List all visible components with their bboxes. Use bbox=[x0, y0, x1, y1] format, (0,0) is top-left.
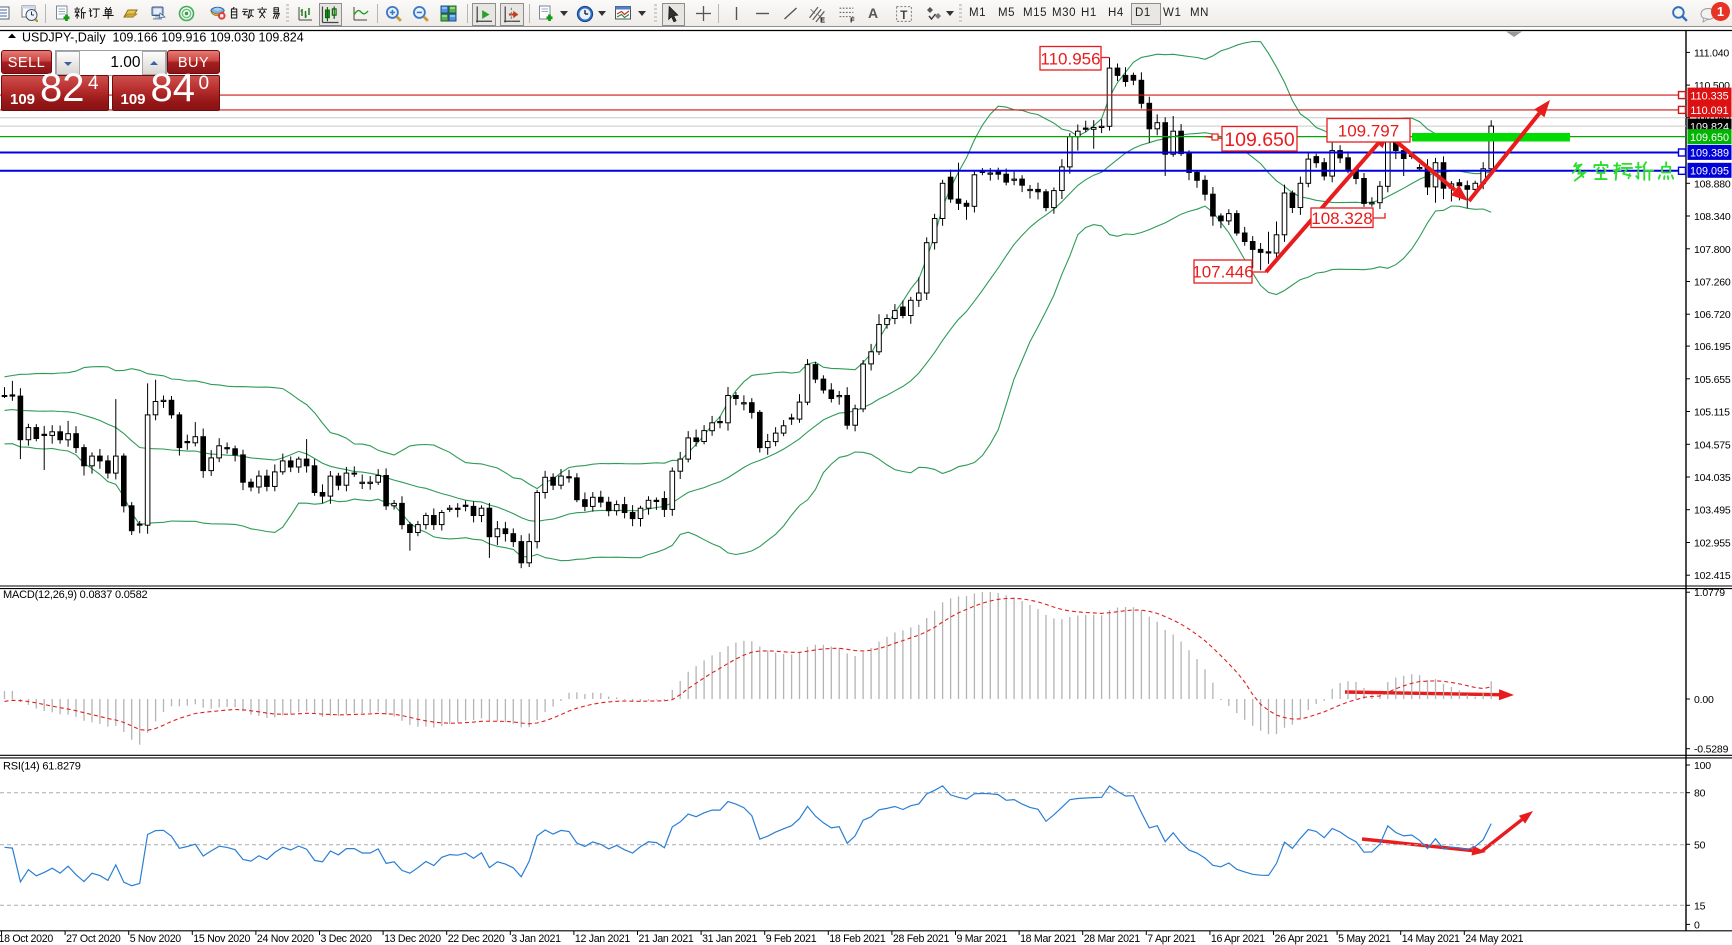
svg-text:106.195: 106.195 bbox=[1694, 341, 1731, 353]
svg-text:108.328: 108.328 bbox=[1311, 209, 1372, 228]
svg-text:27 Oct 2020: 27 Oct 2020 bbox=[66, 933, 121, 945]
svg-text:1.0779: 1.0779 bbox=[1694, 587, 1725, 599]
svg-text:110.091: 110.091 bbox=[1690, 105, 1728, 117]
svg-text:100: 100 bbox=[1694, 760, 1711, 772]
svg-text:103.495: 103.495 bbox=[1694, 505, 1731, 517]
svg-text:18 Mar 2021: 18 Mar 2021 bbox=[1020, 933, 1077, 945]
svg-text:102.955: 102.955 bbox=[1694, 538, 1731, 550]
svg-text:109.650: 109.650 bbox=[1224, 129, 1295, 151]
svg-text:9 Feb 2021: 9 Feb 2021 bbox=[766, 933, 817, 945]
svg-text:24 May 2021: 24 May 2021 bbox=[1465, 933, 1523, 945]
svg-text:108.880: 108.880 bbox=[1694, 178, 1731, 190]
svg-text:105.115: 105.115 bbox=[1694, 407, 1730, 419]
svg-text:31 Jan 2021: 31 Jan 2021 bbox=[702, 933, 757, 945]
svg-text:12 Jan 2021: 12 Jan 2021 bbox=[575, 933, 630, 945]
svg-text:107.260: 107.260 bbox=[1694, 277, 1731, 289]
svg-text:28 Feb 2021: 28 Feb 2021 bbox=[893, 933, 950, 945]
svg-text:106.720: 106.720 bbox=[1694, 309, 1731, 321]
svg-text:0: 0 bbox=[1694, 919, 1700, 931]
svg-text:3 Jan 2021: 3 Jan 2021 bbox=[511, 933, 561, 945]
svg-text:E: E bbox=[820, 15, 825, 23]
svg-text:18 Oct 2020: 18 Oct 2020 bbox=[0, 933, 53, 945]
svg-text:3 Dec 2020: 3 Dec 2020 bbox=[321, 933, 373, 945]
svg-text:16 Apr 2021: 16 Apr 2021 bbox=[1211, 933, 1265, 945]
svg-text:RSI(14) 61.8279: RSI(14) 61.8279 bbox=[3, 761, 81, 773]
svg-text:18 Feb 2021: 18 Feb 2021 bbox=[829, 933, 886, 945]
svg-text:15: 15 bbox=[1694, 900, 1706, 912]
svg-text:26 Apr 2021: 26 Apr 2021 bbox=[1275, 933, 1329, 945]
svg-text:104.035: 104.035 bbox=[1694, 472, 1731, 484]
svg-text:80: 80 bbox=[1694, 788, 1706, 800]
svg-text:USDJPY-,Daily 109.166 109.916: USDJPY-,Daily 109.166 109.916 109.030 10… bbox=[22, 31, 304, 45]
svg-text:24 Nov 2020: 24 Nov 2020 bbox=[257, 933, 314, 945]
svg-text:109.797: 109.797 bbox=[1338, 121, 1399, 140]
svg-text:28 Mar 2021: 28 Mar 2021 bbox=[1084, 933, 1141, 945]
svg-text:105.655: 105.655 bbox=[1694, 374, 1731, 386]
svg-text:50: 50 bbox=[1694, 839, 1706, 851]
svg-text:5 May 2021: 5 May 2021 bbox=[1338, 933, 1391, 945]
svg-text:13 Dec 2020: 13 Dec 2020 bbox=[384, 933, 441, 945]
svg-text:7 Apr 2021: 7 Apr 2021 bbox=[1147, 933, 1196, 945]
svg-text:F: F bbox=[850, 15, 855, 23]
svg-text:MACD(12,26,9) 0.0837 0.0582: MACD(12,26,9) 0.0837 0.0582 bbox=[3, 589, 147, 601]
svg-text:111.040: 111.040 bbox=[1694, 47, 1729, 59]
svg-text:110.956: 110.956 bbox=[1040, 49, 1100, 68]
svg-text:104.575: 104.575 bbox=[1694, 439, 1731, 451]
svg-text:0.00: 0.00 bbox=[1694, 694, 1714, 706]
svg-text:107.800: 107.800 bbox=[1694, 244, 1731, 256]
svg-text:109.095: 109.095 bbox=[1690, 166, 1729, 178]
svg-text:22 Dec 2020: 22 Dec 2020 bbox=[448, 933, 505, 945]
svg-text:108.340: 108.340 bbox=[1694, 211, 1731, 223]
svg-text:14 May 2021: 14 May 2021 bbox=[1402, 933, 1460, 945]
svg-text:5 Nov 2020: 5 Nov 2020 bbox=[130, 933, 182, 945]
svg-text:109.650: 109.650 bbox=[1690, 132, 1729, 144]
svg-text:-0.5289: -0.5289 bbox=[1694, 744, 1729, 756]
svg-text:109.389: 109.389 bbox=[1690, 148, 1729, 160]
svg-text:107.446: 107.446 bbox=[1192, 263, 1253, 282]
svg-text:21 Jan 2021: 21 Jan 2021 bbox=[639, 933, 694, 945]
svg-text:T: T bbox=[900, 9, 907, 22]
svg-text:110.335: 110.335 bbox=[1690, 90, 1728, 102]
svg-text:102.415: 102.415 bbox=[1694, 570, 1731, 582]
svg-text:15 Nov 2020: 15 Nov 2020 bbox=[193, 933, 250, 945]
svg-text:9 Mar 2021: 9 Mar 2021 bbox=[957, 933, 1008, 945]
